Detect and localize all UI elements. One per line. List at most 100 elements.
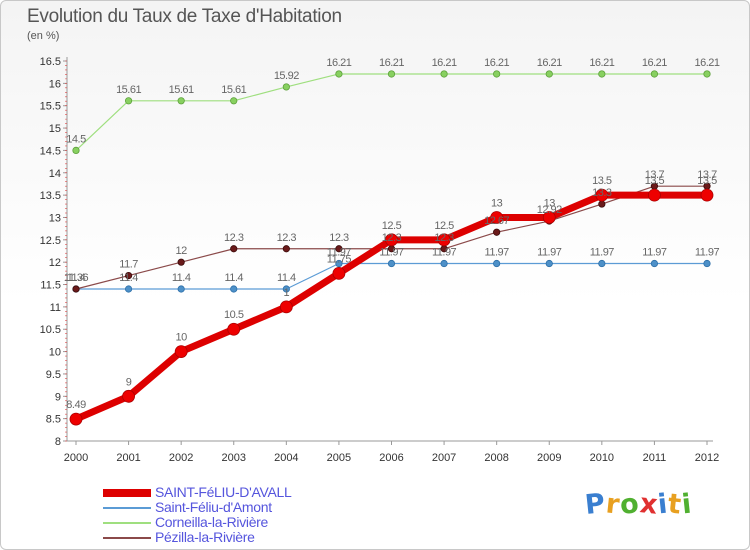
data-label: 11.4: [224, 272, 243, 284]
data-label: 13.3: [592, 187, 612, 199]
data-label: 12.3: [382, 232, 402, 244]
y-tick-label: 14: [49, 168, 61, 180]
point-labels: 14.5 15.61 15.61 15.61 15.92 16.21 16.21 16.21 1…: [64, 57, 721, 411]
y-tick-label: 11.5: [40, 280, 61, 292]
series-0: [69, 188, 714, 426]
data-label: 11.75: [327, 253, 352, 265]
x-tick-label: 2004: [274, 452, 298, 464]
data-label: 11.97: [432, 247, 457, 259]
x-tick-label: 2001: [116, 452, 140, 464]
legend-item: Saint-Féliu-d'Amont: [103, 500, 292, 515]
x-tick-label: 2000: [64, 452, 88, 464]
data-label: 11.97: [695, 247, 720, 259]
chart-title: Evolution du Taux de Taxe d'Habitation: [27, 6, 342, 27]
series-1: [72, 259, 711, 293]
data-point: [282, 285, 290, 293]
legend-swatch: [103, 536, 151, 539]
data-point: [490, 211, 504, 224]
data-label: 12: [176, 245, 188, 257]
data-point: [598, 259, 606, 268]
data-point: [598, 70, 606, 78]
data-point: [703, 70, 711, 78]
data-label: 15.61: [116, 84, 141, 96]
data-label: 16.21: [642, 57, 667, 69]
data-point: [227, 322, 241, 336]
data-label: 16.21: [379, 57, 404, 69]
legend-label: Saint-Féliu-d'Amont: [155, 499, 272, 515]
x-tick-label: 2003: [222, 452, 246, 464]
data-label: 12.3: [434, 232, 454, 244]
data-label: 1: [284, 287, 290, 299]
logo-letter: i: [680, 488, 695, 521]
data-point: [230, 285, 238, 293]
legend-label: Corneilla-la-Rivière: [155, 514, 269, 530]
x-tick-label: 2010: [590, 452, 614, 464]
data-point: [700, 188, 714, 202]
data-label: 11.36: [64, 272, 89, 284]
data-label: 12.3: [277, 232, 297, 244]
legend-swatch: [103, 506, 151, 509]
data-point: [230, 245, 238, 253]
data-label: 12.3: [329, 232, 349, 244]
x-tick-label: 2002: [169, 452, 193, 464]
y-tick-label: 9: [55, 391, 61, 403]
data-point: [440, 70, 448, 78]
legend-label: SAINT-FéLIU-D'AVALL: [155, 484, 292, 500]
y-tick-label: 10: [49, 347, 61, 359]
x-tick-label: 2006: [379, 452, 403, 464]
data-label: 16.21: [484, 57, 509, 69]
y-tick-label: 16.5: [40, 56, 61, 68]
legend-item: Pézilla-la-Rivière: [103, 530, 292, 545]
data-point: [335, 245, 343, 253]
data-label: 13.5: [697, 175, 717, 187]
y-tick-label: 11: [50, 302, 61, 314]
y-tick-label: 9.5: [46, 369, 61, 381]
data-point: [177, 97, 185, 105]
legend-item: SAINT-FéLIU-D'AVALL: [103, 485, 292, 500]
data-point: [174, 345, 188, 358]
data-point: [545, 259, 553, 268]
legend-item: Corneilla-la-Rivière: [103, 515, 292, 530]
data-point: [177, 285, 185, 293]
y-tick-label: 16: [49, 78, 61, 90]
data-label: 11.4: [119, 272, 138, 284]
legend: SAINT-FéLIU-D'AVALL Saint-Féliu-d'Amont Co…: [103, 485, 292, 545]
y-tick-label: 8: [55, 436, 61, 448]
axes: 8 8.5 9 9.5 10 10.5 11 11.5 12 12.5 13 13.5 14 14.5 15…: [40, 56, 720, 464]
data-point: [493, 228, 501, 236]
data-label: 11.97: [537, 247, 562, 259]
data-point: [387, 259, 396, 268]
legend-label: Pézilla-la-Rivière: [155, 529, 255, 545]
data-point: [545, 70, 553, 78]
data-label: 14.5: [66, 133, 86, 145]
data-point: [230, 97, 238, 105]
series-layer: [69, 70, 714, 426]
data-label: 9: [126, 376, 132, 388]
x-tick-label: 2012: [695, 452, 719, 464]
legend-swatch: [103, 488, 151, 497]
data-point: [122, 389, 135, 403]
series-2: [72, 70, 711, 155]
data-label: 16.21: [326, 57, 351, 69]
data-label: 11.97: [379, 247, 404, 259]
data-label: 12.5: [382, 220, 402, 232]
data-label: 13.7: [697, 169, 717, 181]
data-label: 11.4: [172, 272, 191, 284]
data-point: [650, 70, 659, 78]
data-point: [648, 188, 661, 202]
series-3: [72, 182, 711, 293]
data-point: [598, 200, 606, 208]
data-label: 13: [491, 197, 503, 209]
data-point: [595, 188, 609, 202]
data-label: 12.92: [537, 204, 562, 216]
y-tick-label: 14.5: [40, 145, 61, 157]
data-label: 11.4: [67, 272, 86, 284]
data-label: 11.97: [485, 247, 510, 259]
data-label: 12.3: [224, 232, 244, 244]
data-point: [493, 259, 501, 268]
data-point: [177, 258, 185, 266]
data-label: 11.97: [590, 247, 615, 259]
data-label: 13: [544, 197, 556, 209]
data-label: 11.4: [277, 272, 296, 284]
